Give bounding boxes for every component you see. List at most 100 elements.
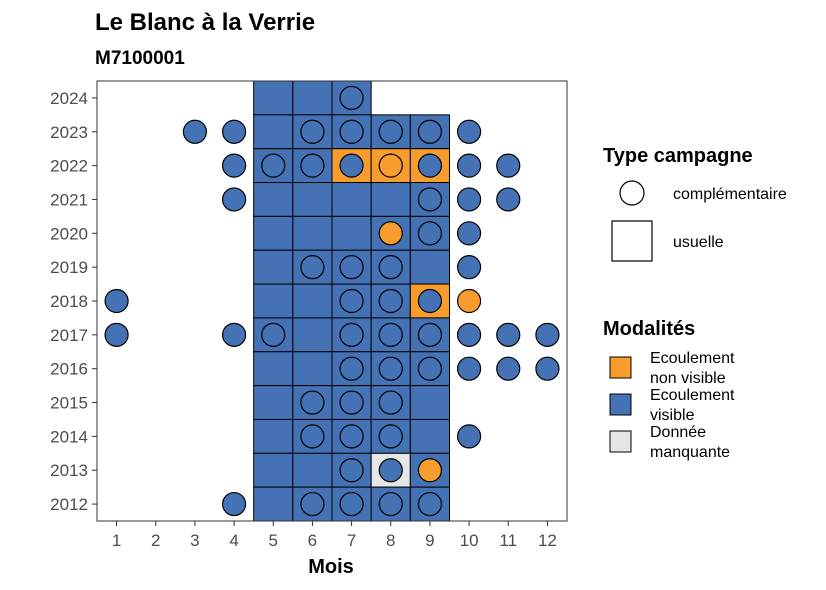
tile-2020-5-ecoulement-visible [253, 215, 294, 251]
tile-2021-5-ecoulement-visible [253, 182, 294, 217]
point-2023-6-ecoulement-visible [300, 119, 325, 144]
x-tick-label-9: 9 [425, 531, 434, 550]
y-tick-label-2019: 2019 [50, 258, 88, 277]
x-axis: 1 2 3 4 5 6 7 8 9 10 11 12 [112, 521, 557, 550]
point-2017-1-ecoulement-visible [104, 322, 129, 347]
point-2024-7-ecoulement-visible [339, 85, 364, 111]
y-tick-label-2023: 2023 [50, 123, 88, 142]
point-2012-9-ecoulement-visible [417, 491, 443, 517]
y-axis: 2012 2013 2014 2015 2016 2017 2018 2019 2020 2021… [50, 89, 97, 514]
legend-item-usuelle: usuelle [673, 234, 724, 251]
point-2015-8-ecoulement-visible [378, 390, 403, 415]
legend-swatch-ecoulement-visible [609, 393, 632, 416]
legend-label-ecoulement-visible-1: Ecoulement [650, 387, 735, 404]
x-tick-label-8: 8 [386, 531, 395, 550]
tile-2024-5-ecoulement-visible [253, 80, 294, 116]
point-2013-9-ecoulement-non-visible [417, 458, 443, 483]
point-2023-4-ecoulement-visible [221, 119, 247, 144]
tile-2021-8-ecoulement-visible [370, 182, 411, 217]
point-2021-10-ecoulement-visible [456, 187, 482, 212]
tile-2020-6-ecoulement-visible [292, 215, 333, 251]
point-2018-1-ecoulement-visible [104, 288, 129, 314]
point-2023-3-ecoulement-visible [182, 119, 208, 144]
y-tick-label-2020: 2020 [50, 224, 88, 243]
point-2022-6-ecoulement-visible [300, 153, 325, 178]
y-tick-label-2016: 2016 [50, 360, 88, 379]
point-2019-6-ecoulement-visible [300, 255, 325, 280]
x-tick-label-10: 10 [460, 531, 479, 550]
point-2016-12-ecoulement-visible [535, 356, 560, 381]
point-2017-4-ecoulement-visible [221, 322, 247, 347]
point-2022-5-ecoulement-visible [261, 153, 286, 178]
tile-2019-9-ecoulement-visible [409, 249, 451, 285]
tile-2013-5-ecoulement-visible [253, 452, 294, 488]
y-tick-label-2018: 2018 [50, 292, 88, 311]
tile-2018-5-ecoulement-visible [253, 283, 294, 319]
point-2017-5-ecoulement-visible [261, 322, 286, 347]
x-tick-label-6: 6 [308, 531, 317, 550]
point-2012-6-ecoulement-visible [300, 491, 325, 517]
point-2016-7-ecoulement-visible [339, 356, 364, 381]
tile-2015-5-ecoulement-visible [253, 385, 294, 420]
point-2017-12-ecoulement-visible [535, 322, 560, 347]
tile-2012-5-ecoulement-visible [253, 486, 294, 522]
tile-2021-6-ecoulement-visible [292, 182, 333, 217]
complementaire-points [104, 85, 560, 517]
y-tick-label-2014: 2014 [50, 427, 88, 446]
point-2022-11-ecoulement-visible [496, 153, 521, 178]
point-2016-10-ecoulement-visible [456, 356, 482, 381]
point-2022-7-ecoulement-visible [339, 153, 364, 178]
chart-subtitle: M7100001 [95, 48, 185, 69]
x-axis-title: Mois [308, 556, 354, 578]
point-2019-7-ecoulement-visible [339, 255, 364, 280]
point-2018-8-ecoulement-visible [378, 288, 403, 314]
point-2015-6-ecoulement-visible [300, 390, 325, 415]
point-2016-11-ecoulement-visible [496, 356, 521, 381]
point-2021-9-ecoulement-visible [417, 187, 443, 212]
point-2019-8-ecoulement-visible [378, 255, 403, 280]
point-2016-9-ecoulement-visible [417, 356, 443, 381]
point-2021-11-ecoulement-visible [496, 187, 521, 212]
y-tick-label-2022: 2022 [50, 157, 88, 176]
point-2017-7-ecoulement-visible [339, 322, 364, 347]
point-2014-10-ecoulement-visible [456, 424, 482, 449]
tile-2018-6-ecoulement-visible [292, 283, 333, 319]
point-2017-11-ecoulement-visible [496, 322, 521, 347]
point-2020-9-ecoulement-visible [417, 221, 443, 246]
point-2022-9-ecoulement-visible [417, 153, 443, 178]
x-tick-label-11: 11 [499, 531, 517, 550]
tile-2014-5-ecoulement-visible [253, 418, 294, 454]
legend-swatch-ecoulement-non-visible [609, 356, 632, 379]
point-2022-10-ecoulement-visible [456, 153, 482, 178]
tile-2020-7-ecoulement-visible [331, 215, 372, 251]
y-tick-label-2017: 2017 [50, 326, 88, 345]
legend-swatch-donnee-manquante [609, 430, 632, 453]
point-2023-7-ecoulement-visible [339, 119, 364, 144]
y-tick-label-2015: 2015 [50, 394, 88, 413]
point-2019-10-ecoulement-visible [456, 255, 482, 280]
point-2020-8-ecoulement-non-visible [378, 221, 403, 246]
point-2014-7-ecoulement-visible [339, 424, 364, 449]
y-tick-label-2021: 2021 [50, 190, 88, 209]
point-2012-8-ecoulement-visible [378, 491, 403, 517]
tile-2019-5-ecoulement-visible [253, 249, 294, 285]
tile-2024-6-ecoulement-visible [292, 80, 333, 116]
legend-modalites-title: Modalités [603, 318, 695, 340]
point-2023-9-ecoulement-visible [417, 119, 443, 144]
point-2023-8-ecoulement-visible [378, 119, 403, 144]
tile-2023-5-ecoulement-visible [253, 114, 294, 150]
x-tick-label-3: 3 [190, 531, 199, 550]
tile-2021-7-ecoulement-visible [331, 182, 372, 217]
legend-label-ecoulement-non-visible-2: non visible [650, 370, 726, 387]
point-2022-8-ecoulement-non-visible [378, 153, 403, 178]
point-2012-7-ecoulement-visible [339, 491, 364, 517]
x-tick-label-1: 1 [112, 531, 121, 550]
point-2023-10-ecoulement-visible [456, 119, 482, 144]
point-2013-8-ecoulement-visible [378, 458, 403, 483]
point-2014-6-ecoulement-visible [300, 424, 325, 449]
legend-label-ecoulement-visible-2: visible [650, 407, 695, 424]
point-2017-8-ecoulement-visible [378, 322, 403, 347]
x-tick-label-4: 4 [229, 531, 238, 550]
chart-title: Le Blanc à la Verrie [95, 9, 315, 36]
